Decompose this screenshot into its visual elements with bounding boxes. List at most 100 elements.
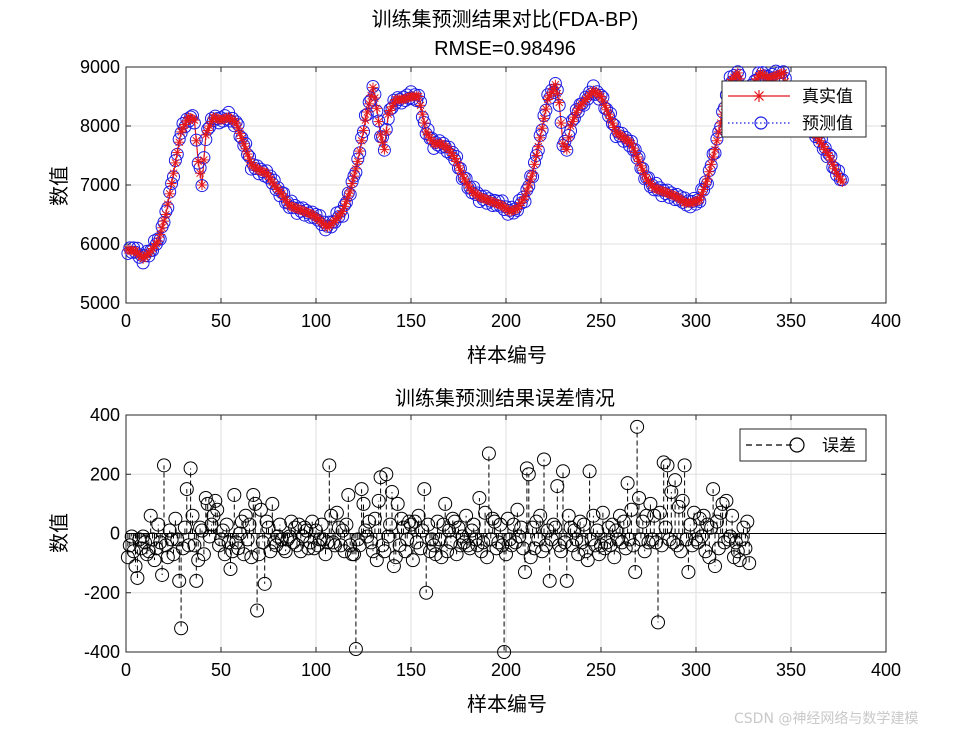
error-point	[198, 490, 213, 505]
actual-point	[235, 128, 245, 139]
error-point	[411, 508, 426, 523]
actual-point-stroke	[830, 164, 839, 173]
bottom-y-tick-label: 0	[110, 524, 120, 544]
actual-point	[381, 126, 392, 137]
top-x-tick-label: 50	[211, 311, 231, 331]
actual-point	[358, 125, 369, 136]
actual-point	[535, 132, 546, 143]
error-point	[506, 517, 521, 532]
error-point	[379, 467, 394, 482]
actual-point-stroke	[838, 178, 847, 186]
actual-point	[415, 100, 426, 111]
error-point	[187, 538, 202, 553]
bottom-x-tick-label: 250	[586, 660, 616, 680]
error-point	[704, 520, 719, 535]
top-chart-title: 训练集预测结果对比(FDA-BP)	[372, 8, 639, 31]
watermark-text: CSDN @神经网络与数学建模	[734, 711, 918, 727]
error-point	[202, 529, 217, 544]
error-point	[348, 642, 363, 657]
error-point	[157, 458, 171, 473]
error-point	[350, 532, 365, 547]
error-point	[181, 538, 196, 553]
error-point	[257, 576, 272, 591]
actual-point	[368, 82, 378, 93]
actual-point-stroke	[633, 153, 641, 161]
actual-point-stroke	[635, 157, 643, 166]
error-point	[637, 544, 652, 559]
actual-point-stroke	[380, 145, 389, 154]
error-point	[588, 538, 603, 553]
error-point	[708, 559, 722, 574]
error-point	[272, 517, 287, 532]
error-point	[316, 532, 331, 547]
top-x-tick-label: 300	[681, 311, 711, 331]
error-point	[620, 476, 635, 491]
actual-point-stroke	[266, 175, 275, 183]
actual-point-stroke	[540, 114, 548, 123]
error-point	[158, 538, 173, 553]
error-point	[381, 529, 396, 544]
error-point	[533, 508, 548, 523]
actual-point	[537, 123, 548, 134]
actual-point	[198, 154, 209, 165]
actual-point-stroke	[371, 94, 379, 102]
top-chart-legend: 真实值 预测值	[721, 80, 867, 138]
error-point	[138, 535, 152, 550]
error-point	[556, 464, 570, 479]
error-point	[259, 514, 274, 529]
actual-point	[193, 156, 204, 167]
predicted-point	[372, 114, 386, 128]
actual-point-stroke	[361, 116, 370, 124]
actual-point	[533, 141, 544, 152]
top-y-tick-label: 7000	[80, 175, 120, 195]
actual-point	[371, 103, 382, 114]
actual-legend-star-icon	[753, 90, 765, 102]
error-point	[491, 535, 506, 550]
error-point	[265, 496, 280, 511]
actual-point	[360, 115, 371, 126]
actual-legend-label: 真实值	[802, 87, 853, 107]
actual-point-stroke	[557, 119, 565, 127]
error-point	[586, 508, 601, 523]
actual-point-stroke	[564, 133, 573, 142]
error-point	[261, 520, 276, 535]
top-chart-ylabel: 数值	[47, 166, 71, 206]
actual-point-stroke	[171, 159, 180, 167]
error-point	[464, 523, 479, 538]
error-point	[354, 482, 369, 497]
actual-point-stroke	[374, 117, 383, 126]
actual-point	[339, 201, 350, 212]
error-legend-label: 误差	[822, 436, 856, 456]
error-point	[227, 487, 242, 502]
actual-point-stroke	[367, 91, 375, 100]
actual-point	[540, 104, 551, 115]
actual-point-stroke	[414, 92, 423, 101]
error-point	[472, 490, 487, 505]
error-point	[652, 505, 667, 520]
actual-point	[191, 135, 202, 146]
error-point	[500, 511, 515, 526]
top-axes-frame	[125, 66, 887, 304]
actual-point	[596, 91, 606, 102]
error-point	[320, 535, 335, 550]
error-point	[244, 550, 259, 565]
actual-point-stroke	[175, 138, 184, 147]
top-y-tick-label: 6000	[80, 234, 120, 254]
actual-point	[189, 115, 200, 126]
actual-point-stroke	[602, 105, 611, 114]
error-point	[128, 559, 143, 574]
actual-point	[451, 156, 462, 167]
error-point	[694, 529, 709, 544]
bottom-chart-title: 训练集预测结果误差情况	[395, 387, 615, 410]
error-point	[126, 544, 141, 559]
error-point	[576, 517, 591, 532]
error-point	[518, 565, 532, 580]
error-point	[725, 508, 740, 523]
actual-point-stroke	[262, 169, 271, 178]
actual-point-stroke	[234, 124, 242, 133]
actual-point-stroke	[353, 157, 362, 166]
actual-point-stroke	[711, 145, 719, 154]
error-point	[432, 532, 447, 547]
actual-point	[197, 180, 207, 190]
actual-point-stroke	[162, 210, 170, 219]
